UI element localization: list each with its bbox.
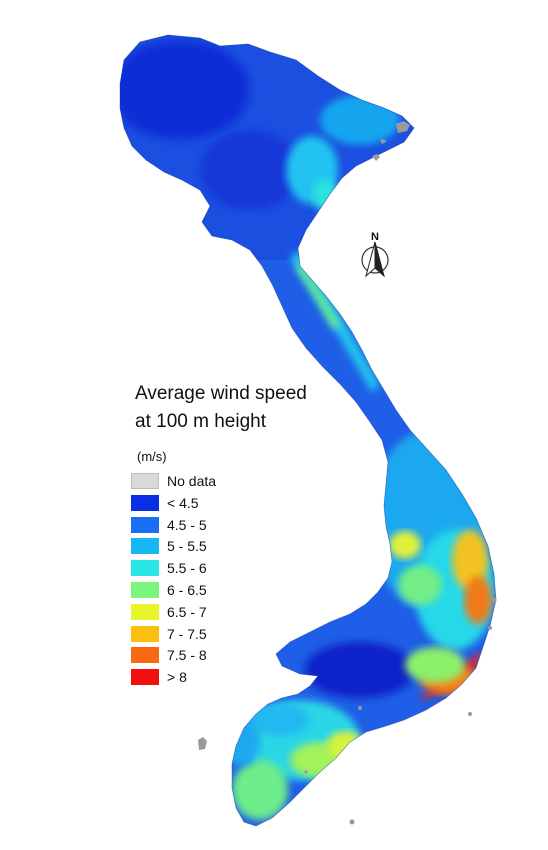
north-label: N	[371, 231, 379, 243]
no-data-islands	[198, 121, 497, 825]
north-arrow-icon: N	[361, 231, 389, 278]
